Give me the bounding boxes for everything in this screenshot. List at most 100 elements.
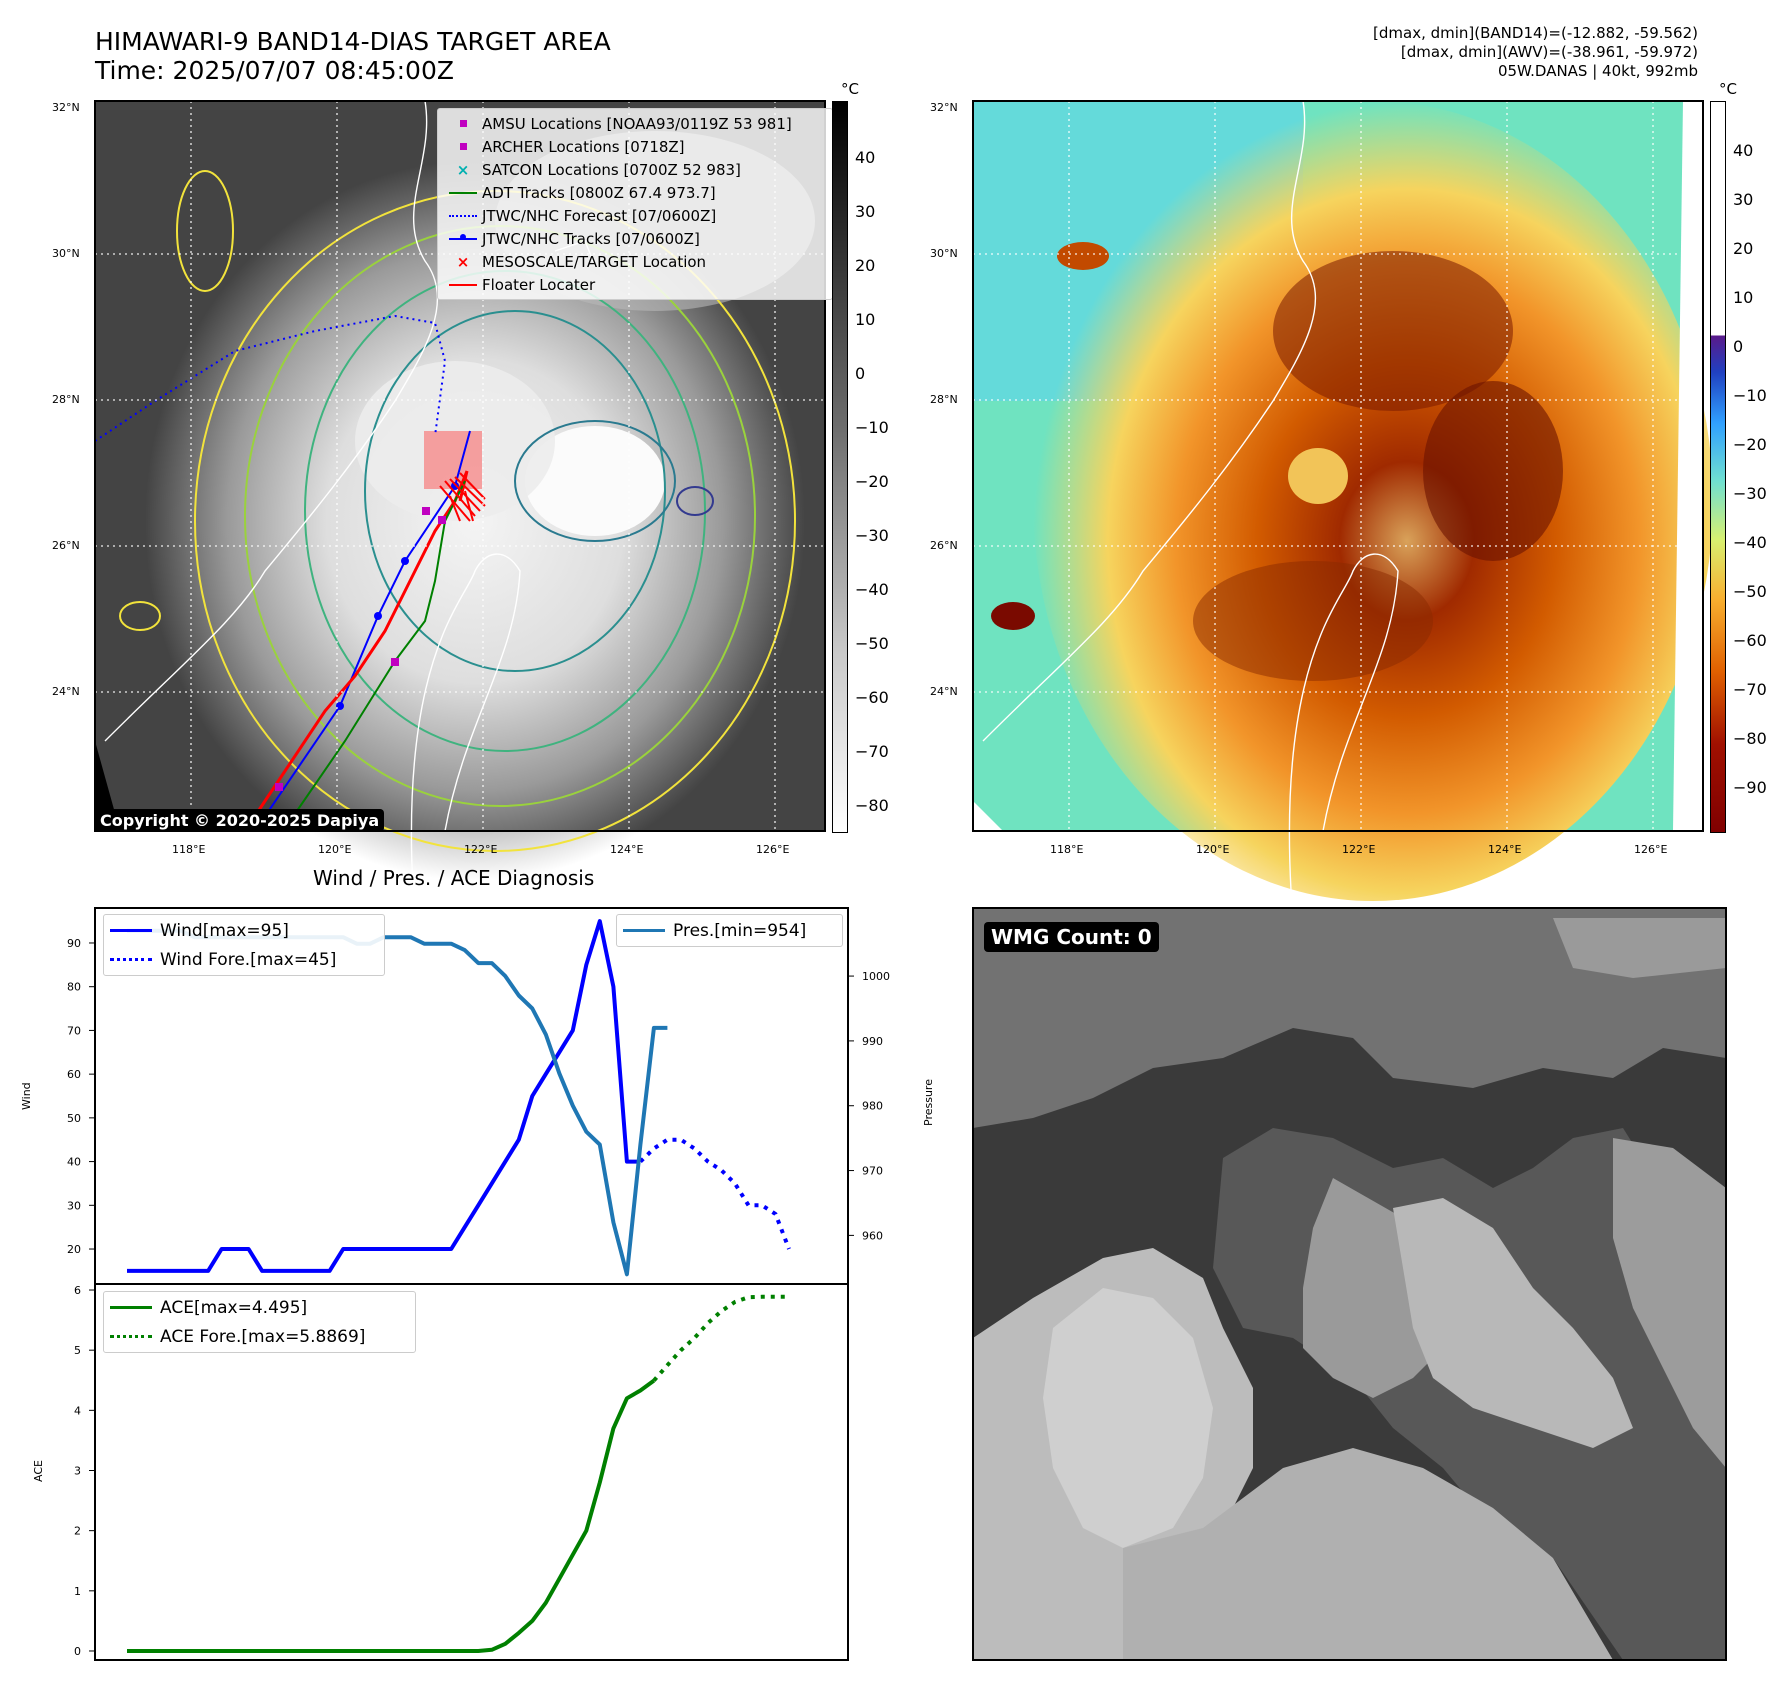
legend-tracks: JTWC/NHC Tracks [07/0600Z] [444,227,826,250]
jtwc-forecast-line [94,314,447,442]
lat-label: 28°N [52,393,80,406]
awv-colorbar [1710,101,1726,833]
wind-forecast-series-line [639,1137,791,1250]
cb-tick: −40 [1733,533,1767,552]
cb-tick: −10 [1733,386,1767,405]
lon-label: 118°E [172,843,206,856]
info-storm: 05W.DANAS | 40kt, 992mb [1497,62,1698,80]
legend-label: ARCHER Locations [0718Z] [482,137,685,156]
plot-frame [94,1283,849,1661]
legend-floater: Floater Locater [444,273,826,296]
y-tick-label: 50 [67,1112,81,1125]
y-right-tick-label: 970 [862,1165,883,1178]
lon-label: 124°E [610,843,644,856]
awv-colorbar-unit: °C [1719,80,1737,98]
info-band14: [dmax, dmin](BAND14)=(-12.882, -59.562) [1373,24,1698,42]
legend-adt: ADT Tracks [0800Z 67.4 973.7] [444,181,826,204]
cb-tick: −20 [1733,435,1767,454]
cb-tick: −80 [855,796,889,815]
cb-tick: −60 [855,688,889,707]
wind-ylabel: Wind [20,1082,33,1110]
cb-tick: 20 [855,256,876,275]
cb-tick: 20 [1733,239,1754,258]
figure-title: HIMAWARI-9 BAND14-DIAS TARGET AREA [95,27,611,56]
lat-label: 26°N [52,539,80,552]
awv-map [972,100,1713,922]
legend-label: JTWC/NHC Forecast [07/0600Z] [482,206,717,225]
y-tick-label: 80 [67,981,81,994]
y-tick-label: 20 [67,1243,81,1256]
y-tick-label: 0 [74,1645,81,1658]
y-tick-label: 70 [67,1024,81,1037]
cb-tick: −30 [855,526,889,545]
cb-tick: 10 [1733,288,1754,307]
floater-track [243,470,469,832]
cb-tick: 30 [855,202,876,221]
y-tick-label: 3 [74,1464,81,1477]
cb-tick: −90 [1733,778,1767,797]
legend-pressure: Pres.[min=954] [623,916,836,945]
cb-tick: −70 [1733,680,1767,699]
figure-time: Time: 2025/07/07 08:45:00Z [95,56,454,85]
pressure-ylabel: Pressure [922,1079,935,1126]
y-tick-label: 5 [74,1344,81,1357]
legend-label: Pres.[min=954] [673,920,807,941]
wind-legend: Wind[max=95] Wind Fore.[max=45] [103,914,385,976]
map-legend: AMSU Locations [NOAA93/0119Z 53 981] ARC… [437,108,833,300]
copyright-badge: Copyright © 2020-2025 Dapiya [95,809,385,832]
y-tick-label: 6 [74,1284,81,1297]
lat-label: 26°N [930,539,958,552]
jtwc-track-line [254,430,471,832]
lat-label: 24°N [52,685,80,698]
y-right-tick-label: 990 [862,1035,883,1048]
lon-label: 126°E [1634,843,1668,856]
lon-label: 126°E [756,843,790,856]
ace-legend: ACE[max=4.495] ACE Fore.[max=5.8869] [103,1291,416,1353]
diagnosis-title: Wind / Pres. / ACE Diagnosis [313,866,595,890]
y-tick-label: 90 [67,937,81,950]
y-tick-label: 60 [67,1068,81,1081]
storm-cloud-shield [145,161,805,881]
info-awv: [dmax, dmin](AWV)=(-38.961, -59.972) [1400,43,1698,61]
lat-label: 28°N [930,393,958,406]
lon-label: 124°E [1488,843,1522,856]
legend-wind-forecast: Wind Fore.[max=45] [110,945,378,974]
lon-label: 120°E [1196,843,1230,856]
legend-ace: ACE[max=4.495] [110,1293,409,1322]
legend-satcon: × SATCON Locations [0700Z 52 983] [456,160,741,179]
lat-label: 24°N [930,685,958,698]
awv-eye [1288,448,1348,504]
awv-storm [1033,101,1713,901]
legend-target: × MESOSCALE/TARGET Location [456,252,707,271]
legend-label: ADT Tracks [0800Z 67.4 973.7] [482,183,716,202]
cb-tick: −50 [1733,582,1767,601]
legend-amsu: AMSU Locations [NOAA93/0119Z 53 981] [444,112,826,135]
lat-label: 30°N [930,247,958,260]
legend-label: SATCON Locations [0700Z 52 983] [482,160,741,179]
pressure-legend: Pres.[min=954] [616,914,843,947]
lat-label: 32°N [52,101,80,114]
cb-tick: −30 [1733,484,1767,503]
cb-tick: 0 [1733,337,1744,356]
ace-chart: 0 1 2 3 4 5 6 [74,1283,849,1661]
cb-tick: 0 [855,364,866,383]
y-tick-label: 2 [74,1525,81,1538]
ace-series-line [127,1378,656,1653]
legend-label: Wind Fore.[max=45] [160,949,337,970]
lat-label: 32°N [930,101,958,114]
lon-label: 122°E [464,843,498,856]
cb-tick: −40 [855,580,889,599]
y-tick-label: 40 [67,1156,81,1169]
cb-tick: −70 [855,742,889,761]
y-right-tick-label: 980 [862,1100,883,1113]
y-tick-label: 30 [67,1199,81,1212]
lat-label: 30°N [52,247,80,260]
legend-label: ACE[max=4.495] [160,1297,308,1318]
legend-label: Wind[max=95] [160,920,289,941]
cb-tick: −50 [855,634,889,653]
ir-colorbar [832,101,848,833]
legend-label: JTWC/NHC Tracks [07/0600Z] [482,229,700,248]
awv-map-panel [972,100,1713,922]
legend-forecast: JTWC/NHC Forecast [07/0600Z] [444,204,826,227]
lon-label: 120°E [318,843,352,856]
